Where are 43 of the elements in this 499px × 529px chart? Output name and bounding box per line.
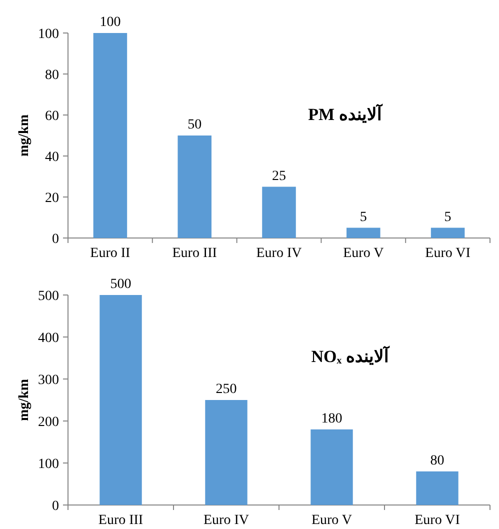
x-tick-label: Euro VI xyxy=(414,513,460,528)
bar xyxy=(178,136,212,238)
y-tick-label: 0 xyxy=(52,232,59,247)
y-tick-label: 100 xyxy=(38,27,59,42)
bar xyxy=(310,429,353,505)
text: آلاینده PM xyxy=(308,103,383,124)
x-tick-label: Euro V xyxy=(311,513,352,528)
data-label: 500 xyxy=(110,277,132,292)
y-tick-label: 300 xyxy=(38,373,59,388)
x-tick-label: Euro IV xyxy=(204,513,249,528)
bar xyxy=(416,471,458,505)
bar xyxy=(430,228,465,238)
bar xyxy=(262,186,296,238)
y-tick-label: 0 xyxy=(52,499,59,514)
y-tick-label: 500 xyxy=(38,289,59,304)
bar xyxy=(93,33,128,238)
text: آلاینده NOₓ xyxy=(311,345,390,366)
data-label: 5 xyxy=(444,210,452,225)
y-tick-label: 80 xyxy=(45,68,59,83)
x-tick-label: Euro IV xyxy=(256,246,302,261)
data-label: 25 xyxy=(272,168,286,184)
y-axis-title: mg/km xyxy=(17,114,32,156)
y-tick-label: 20 xyxy=(45,191,59,206)
y-tick-label: 40 xyxy=(45,150,59,165)
x-tick-label: Euro III xyxy=(98,513,144,528)
bar xyxy=(205,400,248,505)
data-label: 50 xyxy=(188,118,202,132)
y-tick-label: 200 xyxy=(38,415,59,430)
data-label: 80 xyxy=(430,453,444,468)
y-tick-label: 400 xyxy=(38,331,59,346)
x-tick-label: Euro III xyxy=(172,246,218,261)
y-tick-label: 60 xyxy=(45,109,59,124)
data-label: 250 xyxy=(216,382,237,397)
x-tick-label: Euro V xyxy=(343,246,384,261)
y-axis-title: mg/km xyxy=(17,378,32,421)
data-label: 100 xyxy=(100,15,121,30)
data-label: 5 xyxy=(360,210,367,225)
x-tick-label: Euro VI xyxy=(425,246,471,261)
x-tick-label: Euro II xyxy=(90,246,131,261)
bar xyxy=(100,295,142,505)
data-label: 180 xyxy=(321,411,342,426)
y-tick-label: 100 xyxy=(38,457,59,472)
bar xyxy=(346,228,380,238)
